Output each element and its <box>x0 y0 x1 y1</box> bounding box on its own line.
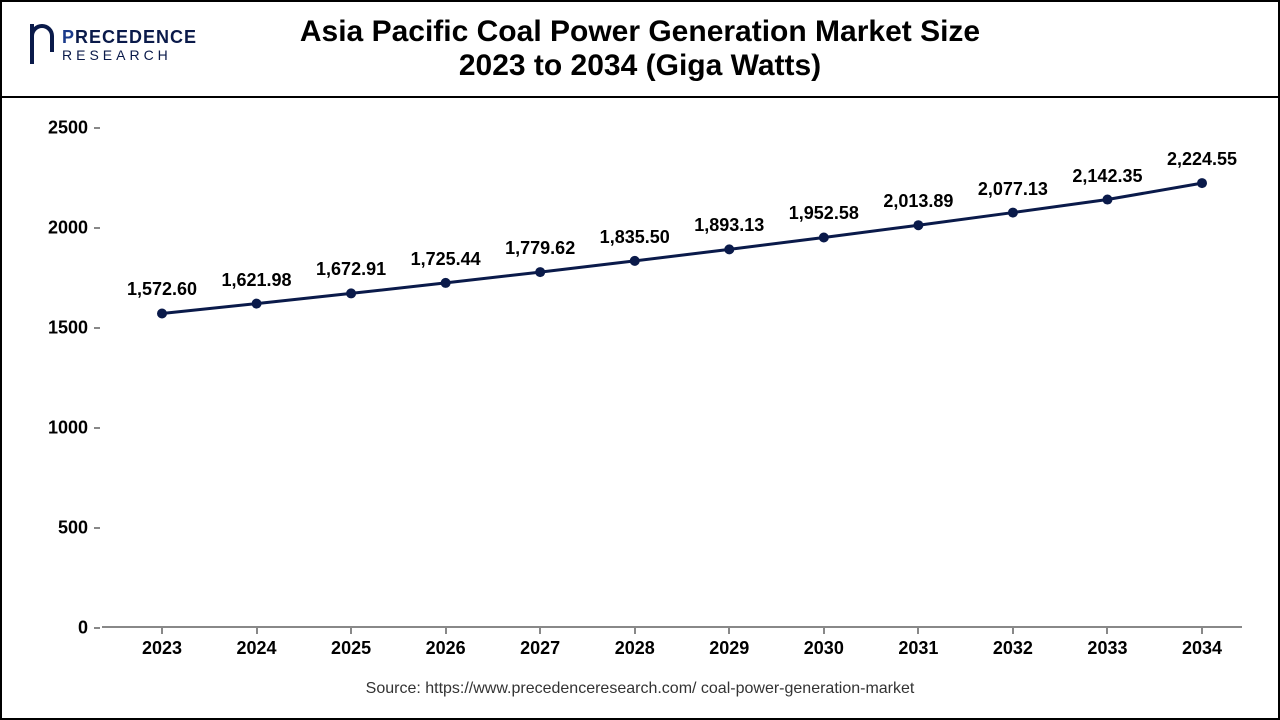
x-tick-label: 2032 <box>993 638 1033 659</box>
x-tick-mark <box>256 628 258 634</box>
x-tick-label: 2025 <box>331 638 371 659</box>
logo-line2: RESEARCH <box>62 48 197 62</box>
x-tick-label: 2029 <box>709 638 749 659</box>
x-tick-mark <box>917 628 919 634</box>
plot-region: 0500100015002000250020232024202520262027… <box>102 128 1242 628</box>
x-tick-mark <box>445 628 447 634</box>
line-chart-svg <box>102 128 1242 628</box>
x-tick-mark <box>539 628 541 634</box>
y-tick-mark <box>94 527 100 529</box>
data-point-label: 1,952.58 <box>789 203 859 224</box>
y-tick-label: 1500 <box>48 318 88 339</box>
x-tick-label: 2034 <box>1182 638 1222 659</box>
data-point-label: 1,725.44 <box>411 249 481 270</box>
series-line <box>162 183 1202 313</box>
y-tick-mark <box>94 627 100 629</box>
x-tick-mark <box>1012 628 1014 634</box>
y-tick-label: 2500 <box>48 118 88 139</box>
y-tick-mark <box>94 427 100 429</box>
brand-logo: PRECEDENCE RESEARCH <box>24 20 197 70</box>
x-tick-label: 2027 <box>520 638 560 659</box>
data-point-label: 2,224.55 <box>1167 149 1237 170</box>
x-tick-label: 2028 <box>615 638 655 659</box>
y-tick-label: 1000 <box>48 418 88 439</box>
y-tick-label: 0 <box>78 618 88 639</box>
x-tick-label: 2024 <box>237 638 277 659</box>
logo-mark-icon <box>24 20 58 70</box>
y-tick-label: 500 <box>58 518 88 539</box>
x-tick-mark <box>728 628 730 634</box>
data-point-marker <box>1102 195 1112 205</box>
data-point-label: 2,013.89 <box>883 191 953 212</box>
x-tick-mark <box>634 628 636 634</box>
data-point-marker <box>441 278 451 288</box>
data-point-label: 1,779.62 <box>505 238 575 259</box>
data-point-marker <box>346 288 356 298</box>
y-tick-mark <box>94 227 100 229</box>
data-point-label: 1,621.98 <box>221 270 291 291</box>
data-point-marker <box>157 308 167 318</box>
x-tick-label: 2030 <box>804 638 844 659</box>
data-point-marker <box>535 267 545 277</box>
data-point-label: 1,835.50 <box>600 227 670 248</box>
x-tick-mark <box>161 628 163 634</box>
data-point-label: 2,077.13 <box>978 179 1048 200</box>
data-point-label: 1,672.91 <box>316 259 386 280</box>
y-tick-label: 2000 <box>48 218 88 239</box>
data-point-marker <box>913 220 923 230</box>
data-point-label: 1,572.60 <box>127 279 197 300</box>
logo-line1: RECEDENCE <box>75 27 197 47</box>
x-tick-label: 2023 <box>142 638 182 659</box>
data-point-marker <box>1197 178 1207 188</box>
data-point-marker <box>724 244 734 254</box>
y-tick-mark <box>94 127 100 129</box>
x-tick-mark <box>1106 628 1108 634</box>
y-tick-mark <box>94 327 100 329</box>
x-tick-mark <box>823 628 825 634</box>
header-band: PRECEDENCE RESEARCH Asia Pacific Coal Po… <box>2 2 1278 98</box>
logo-line1-accent: P <box>62 27 75 47</box>
x-tick-label: 2033 <box>1087 638 1127 659</box>
data-point-marker <box>1008 208 1018 218</box>
figure-container: PRECEDENCE RESEARCH Asia Pacific Coal Po… <box>0 0 1280 720</box>
x-tick-mark <box>350 628 352 634</box>
data-point-marker <box>252 299 262 309</box>
x-tick-mark <box>1201 628 1203 634</box>
data-point-label: 2,142.35 <box>1072 166 1142 187</box>
logo-text: PRECEDENCE RESEARCH <box>62 28 197 62</box>
data-point-label: 1,893.13 <box>694 215 764 236</box>
data-point-marker <box>819 232 829 242</box>
source-note: Source: https://www.precedenceresearch.c… <box>2 680 1278 698</box>
x-tick-label: 2031 <box>898 638 938 659</box>
data-point-marker <box>630 256 640 266</box>
x-tick-label: 2026 <box>426 638 466 659</box>
chart-area: 0 500 1000 1500 2000 2500 2023 2024 2025 2026 2027… <box>2 98 1278 718</box>
